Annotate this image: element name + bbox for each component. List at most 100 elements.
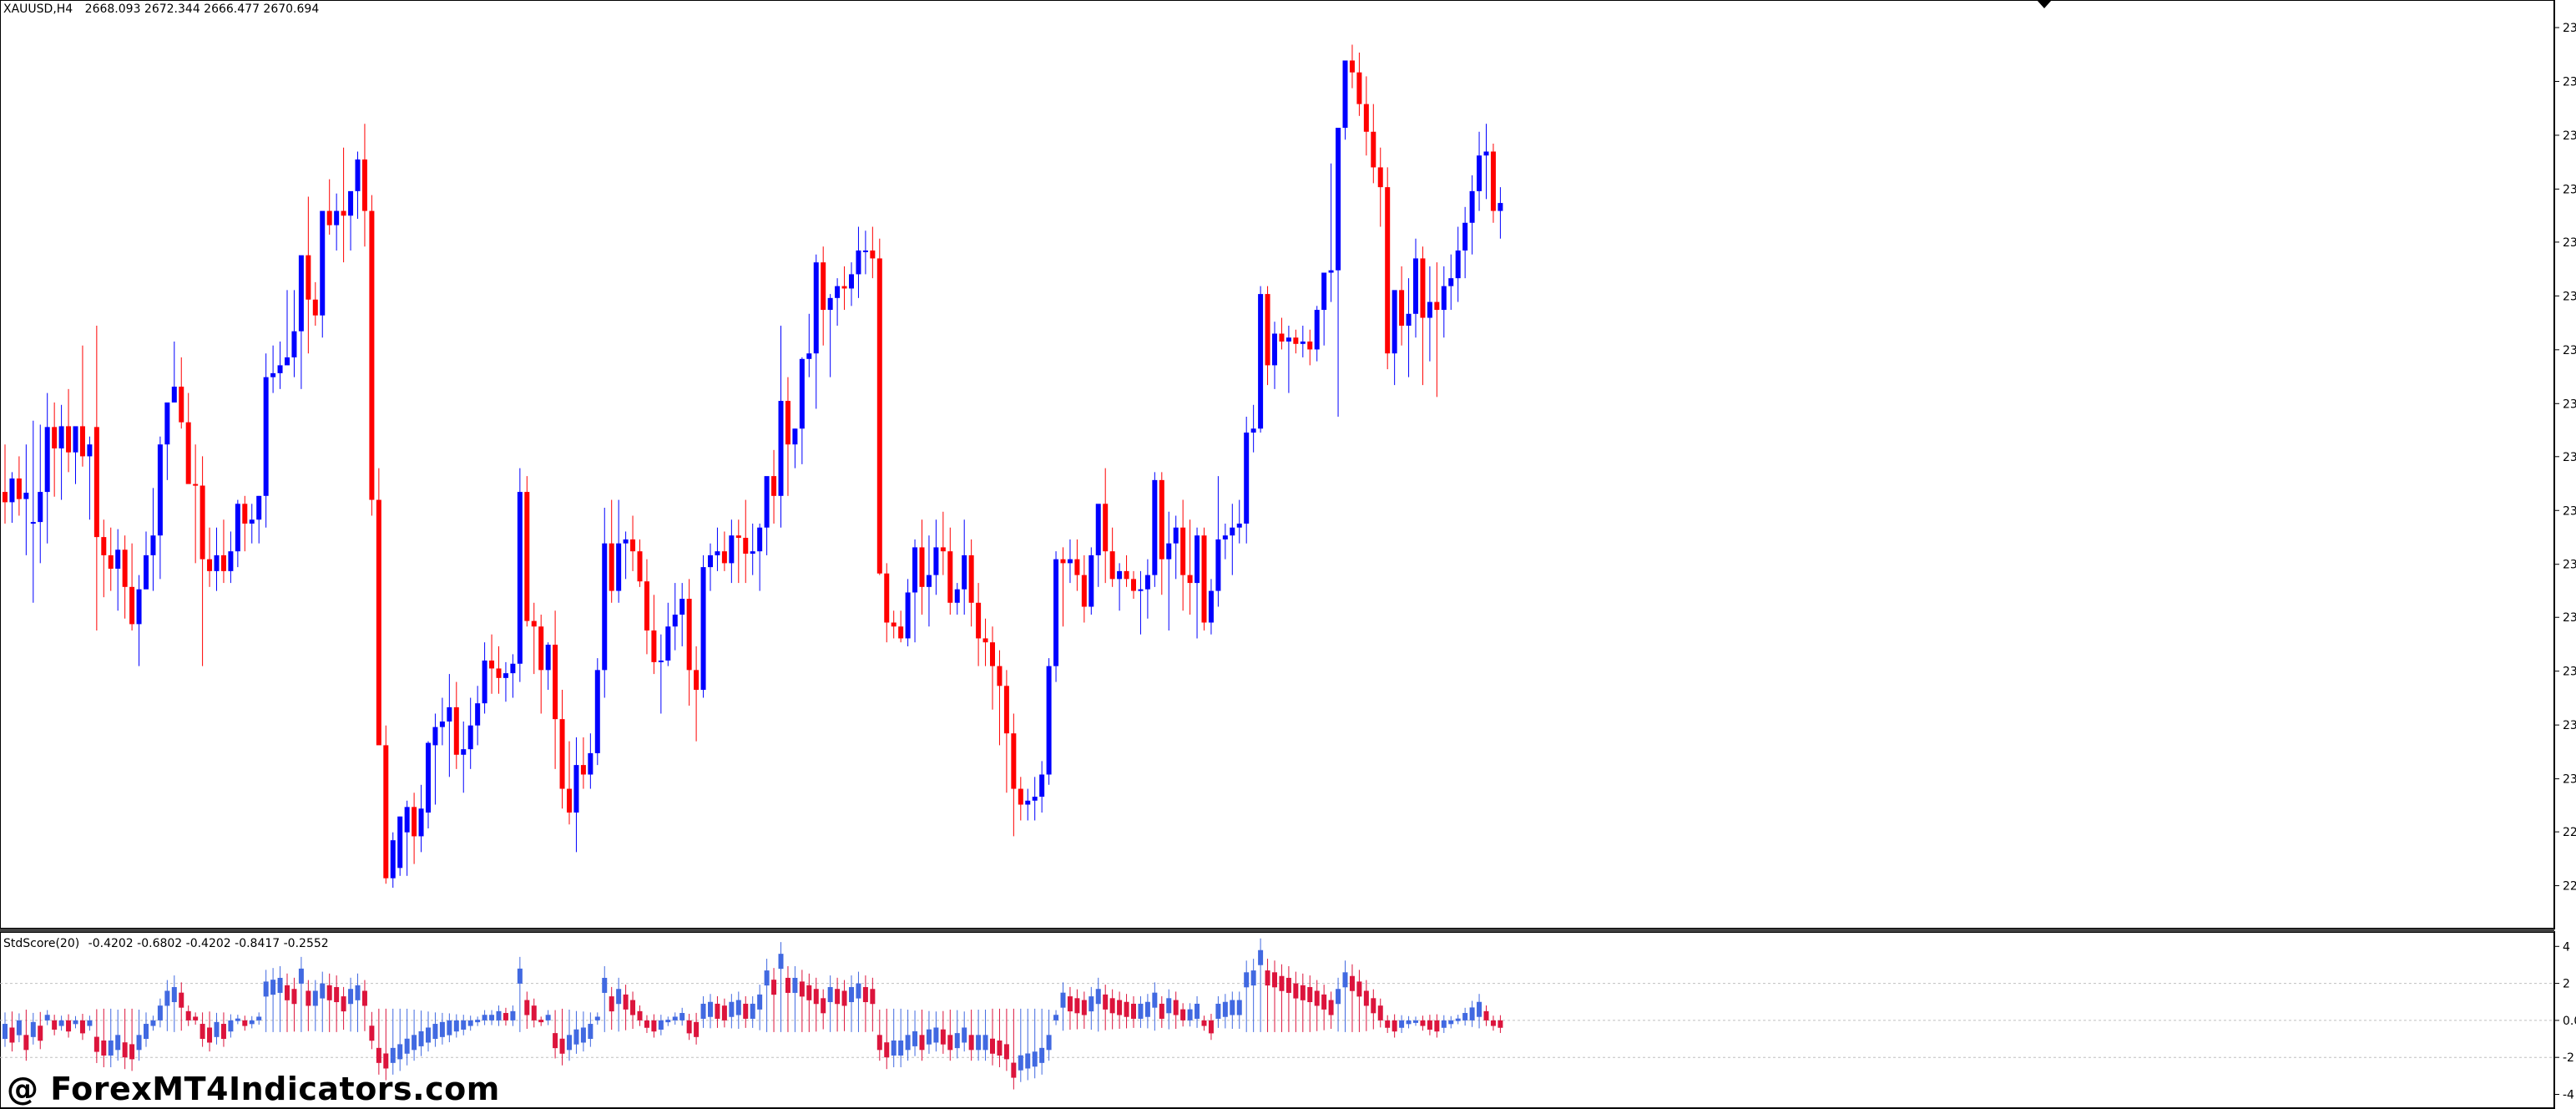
indicator-bar — [609, 986, 614, 1031]
candle — [743, 499, 749, 584]
svg-text:StdScore(20) -0.4202 -0.68: StdScore(20) -0.4202 -0.6802 -0.4202 -0.… — [3, 937, 329, 950]
indicator-bar — [735, 991, 741, 1029]
indicator-bar-body — [1490, 1020, 1496, 1026]
candle — [447, 674, 452, 777]
candle-body — [164, 402, 170, 445]
candle-body — [1180, 527, 1186, 575]
indicator-bar-body — [1117, 1000, 1123, 1015]
indicator-bar-body — [876, 1035, 882, 1051]
indicator-bar-body — [968, 1035, 974, 1051]
price-tick-label: 2301.260 — [2563, 773, 2576, 787]
candle-body — [390, 840, 396, 879]
indicator-bar-body — [1265, 970, 1270, 986]
candle — [108, 527, 114, 591]
candle-body — [933, 547, 939, 575]
candle — [976, 583, 982, 666]
indicator-bar-body — [426, 1027, 431, 1043]
indicator-bar — [369, 1011, 375, 1050]
candle — [990, 626, 995, 710]
indicator-bar-body — [228, 1020, 234, 1032]
indicator-bar-body — [418, 1031, 424, 1046]
candle — [658, 634, 664, 714]
indicator-bar — [588, 1012, 593, 1047]
indicator-bar-body — [1455, 1018, 1461, 1021]
indicator-bar-body — [821, 998, 826, 1014]
candle-body — [651, 630, 657, 662]
indicator-bar-body — [1293, 983, 1299, 999]
indicator-bar — [1053, 1010, 1059, 1025]
indicator-bar-body — [298, 968, 304, 984]
candle — [919, 519, 925, 615]
candle — [136, 575, 142, 666]
indicator-bar — [164, 980, 170, 1031]
candle-body — [1441, 286, 1447, 311]
candle — [348, 190, 354, 251]
candle-body — [1060, 559, 1066, 564]
indicator-bar-body — [947, 1035, 953, 1051]
indicator-bar — [1371, 989, 1376, 1030]
indicator-bar — [235, 1015, 240, 1025]
indicator-bar — [79, 1014, 85, 1041]
indicator-bar-body — [1195, 1003, 1200, 1019]
candle — [1420, 246, 1426, 386]
indicator-bar-body — [1244, 972, 1250, 988]
candle — [397, 816, 403, 876]
indicator-bar — [1159, 995, 1164, 1028]
indicator-bar — [1103, 985, 1109, 1031]
indicator-bar-body — [171, 987, 177, 1003]
indicator-bar-body — [1363, 990, 1369, 1006]
candle-body — [503, 673, 508, 678]
indicator-bar — [298, 956, 304, 1032]
candle-body — [990, 642, 995, 666]
candle-body — [93, 427, 99, 538]
indicator-bar-body — [270, 980, 276, 995]
indicator-bar-body — [235, 1018, 240, 1021]
indicator-bar-body — [1328, 1000, 1334, 1015]
indicator-bar — [66, 1014, 72, 1038]
candle — [285, 290, 290, 366]
candle-body — [1385, 187, 1391, 354]
indicator-bar — [630, 991, 636, 1029]
indicator-bar — [651, 1014, 657, 1038]
candle-body — [926, 575, 932, 587]
candle — [432, 713, 438, 805]
price-tick-label: 2341.960 — [2563, 451, 2576, 464]
indicator-bar — [482, 1010, 487, 1025]
indicator-bar-body — [115, 1035, 121, 1051]
candle-body — [694, 670, 700, 691]
candle-body — [432, 727, 438, 746]
candle — [503, 661, 508, 702]
candle-body — [1230, 527, 1235, 536]
indicator-bar-body — [905, 1035, 911, 1051]
indicator-bar — [144, 1012, 149, 1047]
candle — [157, 436, 163, 580]
indicator-bar-body — [538, 1020, 544, 1023]
candle — [1067, 539, 1073, 584]
indicator-bar-body — [369, 1025, 375, 1041]
candle-body — [806, 353, 812, 359]
candle-body — [658, 660, 664, 662]
indicator-bar — [157, 998, 163, 1028]
candle-body — [52, 427, 58, 448]
candle — [679, 583, 685, 646]
indicator-bar-body — [940, 1029, 946, 1045]
indicator-tick-label: 2 — [2563, 978, 2570, 991]
candle — [1138, 570, 1144, 635]
candle — [588, 733, 593, 789]
indicator-bar-body — [306, 990, 311, 1006]
indicator-bar — [171, 975, 177, 1032]
indicator-bar — [129, 1008, 135, 1071]
candle-body — [475, 703, 481, 726]
candle — [326, 179, 332, 235]
candle-body — [426, 742, 431, 813]
indicator-bar — [200, 1012, 205, 1047]
indicator-bar-body — [976, 1035, 982, 1051]
indicator-bar-body — [263, 981, 269, 997]
indicator-bar-body — [1109, 998, 1115, 1014]
indicator-bar — [990, 1008, 995, 1066]
indicator-bar — [136, 1010, 142, 1061]
indicator-bar — [517, 956, 523, 1032]
indicator-bar-body — [185, 1010, 191, 1020]
indicator-bar-body — [919, 1035, 925, 1051]
candle — [30, 420, 36, 603]
